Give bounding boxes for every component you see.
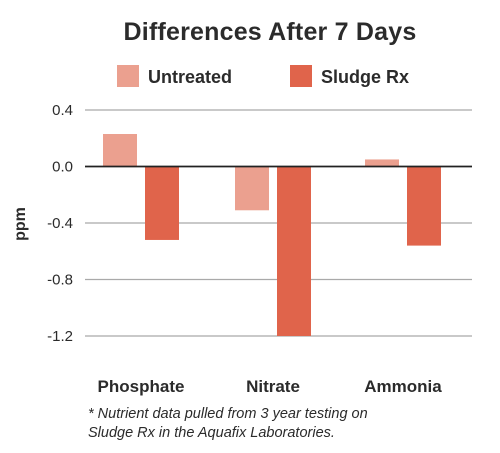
bar-sludge-rx-nitrate — [277, 166, 311, 336]
chart-title: Differences After 7 Days — [124, 18, 417, 46]
footnote-line-1: * Nutrient data pulled from 3 year testi… — [88, 406, 368, 422]
y-tick-label: 0.4 — [52, 102, 73, 119]
bar-sludge-rx-phosphate — [145, 166, 179, 240]
legend-label-sludge-rx: Sludge Rx — [321, 67, 409, 87]
bar-untreated-nitrate — [235, 166, 269, 211]
y-axis-label: ppm — [12, 207, 29, 241]
legend-swatch-sludge-rx — [290, 65, 312, 87]
legend-swatch-untreated — [117, 65, 139, 87]
footnote-line-2: Sludge Rx in the Aquafix Laboratories. — [88, 425, 335, 441]
y-tick-label: -1.2 — [47, 328, 73, 345]
x-axis-categories: Phosphate Nitrate Ammonia — [98, 377, 443, 396]
legend-label-untreated: Untreated — [148, 67, 232, 87]
bar-untreated-phosphate — [103, 134, 137, 167]
y-axis-ticks: 0.4 0.0 -0.4 -0.8 -1.2 — [47, 102, 73, 345]
category-label: Ammonia — [364, 377, 442, 396]
legend: Untreated Sludge Rx — [117, 65, 409, 87]
bar-untreated-ammonia — [365, 159, 399, 167]
y-tick-label: -0.4 — [47, 215, 73, 232]
y-tick-label: 0.0 — [52, 159, 73, 176]
bars — [103, 134, 441, 336]
bar-sludge-rx-ammonia — [407, 166, 441, 246]
category-label: Nitrate — [246, 377, 300, 396]
y-tick-label: -0.8 — [47, 272, 73, 289]
category-label: Phosphate — [98, 377, 185, 396]
